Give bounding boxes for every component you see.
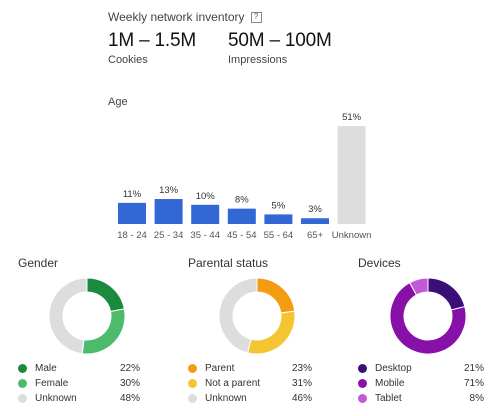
parental-status-donut-chart bbox=[218, 277, 296, 355]
cookies-value: 1M – 1.5M bbox=[108, 30, 196, 51]
age-bar-2 bbox=[191, 204, 220, 224]
legend-swatch bbox=[358, 364, 367, 373]
legend-item-female: Female 30% bbox=[18, 376, 140, 391]
legend-item-not-a-parent: Not a parent 31% bbox=[188, 376, 312, 391]
legend-swatch bbox=[358, 394, 367, 403]
legend-label: Parent bbox=[205, 363, 235, 374]
age-bar-4 bbox=[264, 214, 293, 224]
age-category-label: Unknown bbox=[332, 230, 372, 241]
legend-value: 30% bbox=[119, 378, 140, 389]
age-category-label: 65+ bbox=[307, 230, 324, 241]
age-bar-6 bbox=[337, 126, 366, 224]
legend-swatch bbox=[188, 364, 197, 373]
legend-swatch bbox=[18, 364, 27, 373]
legend-value: 71% bbox=[463, 378, 484, 389]
age-category-label: 55 - 64 bbox=[264, 230, 294, 241]
age-category-label: 18 - 24 bbox=[117, 230, 147, 241]
impressions-value: 50M – 100M bbox=[228, 30, 332, 51]
legend-value: 46% bbox=[291, 393, 312, 404]
page-title: Weekly network inventory bbox=[108, 10, 245, 24]
legend-value: 23% bbox=[291, 363, 312, 374]
legend-label: Female bbox=[35, 378, 69, 389]
legend-swatch bbox=[358, 379, 367, 388]
legend-item-unknown: Unknown 48% bbox=[18, 391, 140, 406]
age-bar-value-label: 13% bbox=[159, 185, 179, 196]
legend-swatch bbox=[188, 379, 197, 388]
age-bar-value-label: 11% bbox=[123, 189, 142, 200]
parental-status-title: Parental status bbox=[188, 256, 269, 270]
devices-donut-chart bbox=[389, 277, 467, 355]
gender-title: Gender bbox=[18, 256, 59, 270]
impressions-stat: 50M – 100M Impressions bbox=[228, 30, 332, 66]
legend-swatch bbox=[18, 379, 27, 388]
age-bar-value-label: 3% bbox=[308, 204, 322, 215]
legend-item-tablet: Tablet 8% bbox=[358, 391, 484, 406]
legend-label: Mobile bbox=[375, 378, 405, 389]
age-bar-value-label: 10% bbox=[196, 191, 216, 202]
age-bar-chart: 11% 18 - 24 13% 25 - 34 10% 35 - 44 8% 45 - 54 5… bbox=[117, 112, 372, 241]
legend-item-unknown: Unknown 46% bbox=[188, 391, 312, 406]
age-bar-value-label: 5% bbox=[272, 200, 286, 211]
impressions-label: Impressions bbox=[228, 54, 288, 66]
age-bar-5 bbox=[301, 218, 329, 224]
age-bar-value-label: 51% bbox=[342, 112, 362, 123]
gender-legend: Male 22% Female 30% Unknown 48% bbox=[18, 361, 140, 406]
age-bar-1 bbox=[154, 199, 183, 224]
parental-status-slice-2 bbox=[218, 277, 258, 354]
parental-status-slice-0 bbox=[256, 277, 296, 314]
gender-slice-2 bbox=[48, 277, 88, 355]
legend-label: Not a parent bbox=[205, 378, 261, 389]
legend-value: 21% bbox=[463, 363, 484, 374]
legend-value: 31% bbox=[291, 378, 312, 389]
gender-slice-1 bbox=[81, 308, 126, 355]
devices-slice-2 bbox=[409, 277, 429, 296]
devices-slice-0 bbox=[427, 277, 466, 311]
age-bar-0 bbox=[118, 202, 146, 224]
legend-value: 22% bbox=[119, 363, 140, 374]
age-chart-title: Age bbox=[108, 96, 128, 108]
legend-item-male: Male 22% bbox=[18, 361, 140, 376]
inventory-header: Weekly network inventory ? bbox=[108, 10, 262, 24]
legend-item-mobile: Mobile 71% bbox=[358, 376, 484, 391]
age-bar-3 bbox=[227, 208, 256, 224]
legend-item-parent: Parent 23% bbox=[188, 361, 312, 376]
devices-title: Devices bbox=[358, 256, 401, 270]
cookies-label: Cookies bbox=[108, 54, 148, 66]
gender-donut-chart bbox=[48, 277, 126, 355]
age-bar-value-label: 8% bbox=[235, 195, 249, 206]
legend-value: 48% bbox=[119, 393, 140, 404]
legend-label: Desktop bbox=[375, 363, 412, 374]
devices-slice-1 bbox=[389, 282, 467, 355]
legend-value: 8% bbox=[469, 393, 484, 404]
cookies-stat: 1M – 1.5M Cookies bbox=[108, 30, 196, 66]
gender-slice-0 bbox=[86, 277, 125, 313]
devices-legend: Desktop 21% Mobile 71% Tablet 8% bbox=[358, 361, 484, 406]
legend-label: Tablet bbox=[375, 393, 402, 404]
legend-label: Unknown bbox=[205, 393, 247, 404]
parental-status-legend: Parent 23% Not a parent 31% Unknown 46% bbox=[188, 361, 312, 406]
age-category-label: 45 - 54 bbox=[227, 230, 257, 241]
legend-label: Male bbox=[35, 363, 57, 374]
legend-swatch bbox=[18, 394, 27, 403]
legend-label: Unknown bbox=[35, 393, 77, 404]
legend-swatch bbox=[188, 394, 197, 403]
help-icon[interactable]: ? bbox=[250, 11, 262, 23]
age-category-label: 25 - 34 bbox=[154, 230, 184, 241]
legend-item-desktop: Desktop 21% bbox=[358, 361, 484, 376]
parental-status-slice-1 bbox=[246, 310, 296, 355]
age-category-label: 35 - 44 bbox=[190, 230, 220, 241]
